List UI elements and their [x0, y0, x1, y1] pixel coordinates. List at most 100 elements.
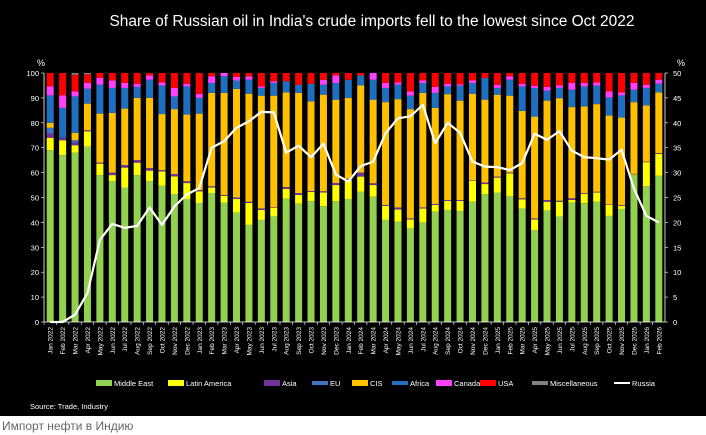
bar-canada — [655, 79, 663, 84]
bar-africa — [344, 79, 352, 98]
bar-cis — [642, 105, 650, 162]
x-tick-label: Feb 2023 — [209, 327, 216, 355]
bar-latin-america — [493, 177, 501, 193]
bar-africa — [46, 95, 54, 123]
bar-cis — [146, 97, 154, 169]
bar-latin-america — [481, 184, 489, 195]
bar-latin-america — [543, 201, 551, 211]
bar-asia — [71, 142, 79, 146]
bar-usa — [618, 73, 626, 93]
bar-latin-america — [419, 208, 427, 223]
bar-asia — [506, 172, 514, 174]
chart-panel: Share of Russian oil in India's crude im… — [0, 0, 706, 416]
bar-asia — [655, 153, 663, 154]
bar-africa — [618, 95, 626, 118]
x-tick-label: Dec 2025 — [631, 327, 638, 355]
bar-canada — [146, 75, 154, 80]
x-tick-label: Mar 2022 — [73, 327, 80, 355]
left-tick-label: 60 — [31, 169, 39, 178]
legend-label-eu: EU — [330, 379, 340, 388]
bar-cis — [108, 112, 116, 173]
bar-canada — [419, 80, 427, 83]
bar-canada — [121, 82, 129, 88]
bar-africa — [468, 82, 476, 94]
bar-usa — [108, 73, 116, 81]
x-tick-label: Nov 2025 — [619, 327, 626, 355]
bar-middle-east — [220, 202, 228, 322]
bar-asia — [555, 200, 563, 202]
bar-canada — [531, 85, 539, 88]
x-tick-label: May 2024 — [395, 327, 402, 356]
bar-latin-america — [121, 167, 129, 188]
x-tick-label: Dec 2023 — [333, 327, 340, 355]
bar-canada — [506, 76, 514, 80]
bar-usa — [357, 73, 365, 76]
bar-africa — [357, 75, 365, 86]
bar-latin-america — [344, 180, 352, 199]
bar-africa — [568, 89, 576, 108]
bar-cis — [382, 102, 390, 205]
bar-latin-america — [195, 191, 203, 203]
legend-swatch-usa — [480, 380, 496, 386]
left-tick-label: 30 — [31, 243, 39, 252]
bar-usa — [344, 73, 352, 80]
bar-usa — [493, 73, 501, 85]
bar-canada — [605, 91, 613, 98]
x-tick-label: Apr 2025 — [532, 327, 539, 354]
left-tick-label: 100 — [26, 69, 39, 78]
bar-usa — [158, 73, 166, 83]
bar-latin-america — [618, 205, 626, 209]
bar-middle-east — [195, 202, 203, 322]
x-tick-label: May 2023 — [246, 327, 253, 356]
bar-latin-america — [444, 200, 452, 210]
bar-asia — [543, 199, 551, 202]
bar-latin-america — [456, 200, 464, 211]
x-tick-label: Mar 2023 — [222, 327, 229, 355]
legend-label-latin-america: Latin America — [186, 379, 232, 388]
bar-africa — [59, 107, 67, 138]
image-caption: Импорт нефти в Индию — [2, 419, 134, 433]
bar-cis — [245, 93, 253, 202]
bar-usa — [394, 73, 402, 83]
right-tick-label: 0 — [673, 318, 677, 327]
bar-latin-america — [518, 199, 526, 209]
left-tick-label: 0 — [35, 318, 39, 327]
bar-asia — [195, 190, 203, 192]
bar-usa — [233, 73, 241, 77]
bar-usa — [419, 73, 427, 81]
legend-label-africa: Africa — [410, 379, 430, 388]
bar-cis — [655, 92, 663, 154]
bar-middle-east — [394, 221, 402, 322]
stacked-bar-chart: Share of Russian oil in India's crude im… — [26, 13, 685, 411]
bar-canada — [431, 86, 439, 93]
bar-canada — [133, 83, 141, 87]
bar-canada — [71, 91, 79, 97]
bar-africa — [605, 97, 613, 116]
x-tick-label: Jul 2024 — [420, 327, 427, 352]
bar-canada — [444, 83, 452, 87]
bar-middle-east — [593, 201, 601, 322]
bar-latin-america — [555, 201, 563, 217]
bar-middle-east — [233, 212, 241, 322]
bar-africa — [382, 87, 390, 103]
x-tick-label: Oct 2024 — [458, 327, 465, 354]
bar-usa — [543, 73, 551, 87]
bar-cis — [481, 99, 489, 183]
bar-asia — [183, 181, 191, 184]
bar-asia — [96, 162, 104, 164]
x-tick-label: Apr 2022 — [85, 327, 92, 354]
bar-cis — [593, 104, 601, 192]
bar-cis — [270, 95, 278, 208]
bar-africa — [183, 86, 191, 115]
bar-middle-east — [605, 215, 613, 322]
bar-latin-america — [332, 185, 340, 202]
bar-latin-america — [170, 176, 178, 195]
legend-swatch-cis — [352, 380, 368, 386]
bar-latin-america — [382, 205, 390, 220]
bar-middle-east — [481, 194, 489, 322]
bar-usa — [307, 73, 315, 84]
bar-latin-america — [369, 185, 377, 197]
bar-middle-east — [468, 201, 476, 322]
source-note: Source: Trade, Industry — [30, 402, 108, 411]
bar-canada — [208, 76, 216, 83]
